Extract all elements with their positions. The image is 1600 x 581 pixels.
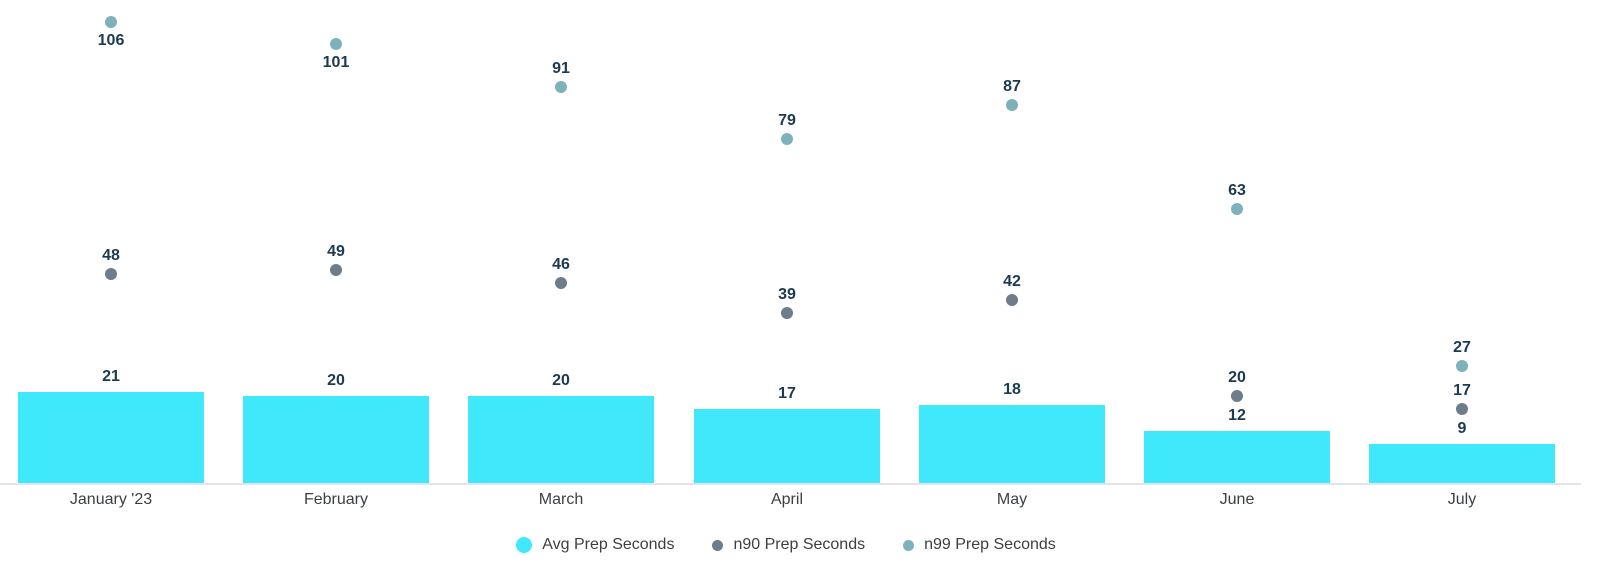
n99-prep-seconds-dot[interactable] xyxy=(330,38,342,50)
n99-prep-seconds-dot[interactable] xyxy=(1006,99,1018,111)
avg-bar-value-label: 12 xyxy=(1228,407,1246,424)
n99-value-label: 27 xyxy=(1453,339,1471,356)
n99-value-label: 91 xyxy=(552,60,570,77)
legend: Avg Prep Seconds n90 Prep Seconds n99 Pr… xyxy=(0,536,1600,554)
x-axis-label: June xyxy=(1219,491,1255,508)
n99-value-label: 63 xyxy=(1228,182,1246,199)
n99-value-label: 106 xyxy=(97,32,125,49)
x-axis-label: May xyxy=(996,491,1028,508)
n90-value-label: 17 xyxy=(1453,382,1471,399)
n99-prep-seconds-dot[interactable] xyxy=(781,133,793,145)
n90-prep-seconds-dot[interactable] xyxy=(1231,390,1243,402)
n90-value-label: 46 xyxy=(552,256,570,273)
n99-prep-seconds-dot[interactable] xyxy=(1456,360,1468,372)
avg-bar-value-label: 9 xyxy=(1457,420,1467,437)
n99-value-label: 101 xyxy=(322,54,350,71)
x-axis-label: March xyxy=(538,491,584,508)
n90-prep-seconds-dot[interactable] xyxy=(555,277,567,289)
avg-bar-value-label: 20 xyxy=(327,372,345,389)
avg-bar-value-label: 20 xyxy=(552,372,570,389)
avg-prep-seconds-bar[interactable] xyxy=(18,392,204,483)
avg-prep-seconds-bar[interactable] xyxy=(919,405,1105,483)
n99-value-label: 79 xyxy=(778,112,796,129)
legend-item-n90-prep-seconds[interactable]: n90 Prep Seconds xyxy=(712,536,865,554)
n90-prep-seconds-dot[interactable] xyxy=(330,264,342,276)
legend-item-n99-prep-seconds[interactable]: n99 Prep Seconds xyxy=(903,536,1056,554)
n90-value-label: 20 xyxy=(1228,369,1246,386)
n90-prep-seconds-dot[interactable] xyxy=(105,268,117,280)
n90-value-label: 48 xyxy=(102,247,120,264)
n99-prep-seconds-dot[interactable] xyxy=(1231,203,1243,215)
x-axis-label: April xyxy=(770,491,803,508)
legend-item-avg-prep-seconds[interactable]: Avg Prep Seconds xyxy=(516,536,674,554)
avg-prep-seconds-bar[interactable] xyxy=(1144,431,1330,483)
x-axis-line xyxy=(0,483,1581,485)
n99-prep-seconds-swatch-icon xyxy=(903,539,915,551)
plot-area: 21 48 106 20 49 101 20 46 91 17 39 79 18 42 87 12 20 63 9 1… xyxy=(18,16,1555,483)
n90-value-label: 49 xyxy=(327,243,345,260)
n90-prep-seconds-dot[interactable] xyxy=(1006,294,1018,306)
n90-prep-seconds-swatch-icon xyxy=(712,539,724,551)
n90-prep-seconds-dot[interactable] xyxy=(781,307,793,319)
x-axis-label: February xyxy=(303,491,369,508)
avg-prep-seconds-swatch-icon xyxy=(516,537,533,553)
avg-bar-value-label: 21 xyxy=(102,368,120,385)
legend-label: Avg Prep Seconds xyxy=(542,536,675,553)
legend-label: n90 Prep Seconds xyxy=(733,536,866,553)
avg-bar-value-label: 18 xyxy=(1003,381,1021,398)
legend-label: n99 Prep Seconds xyxy=(924,536,1056,553)
x-axis-labels: January '23 February March April May June July xyxy=(0,489,1600,511)
avg-prep-seconds-bar[interactable] xyxy=(694,409,880,483)
x-axis-label: January '23 xyxy=(69,491,153,508)
n99-prep-seconds-dot[interactable] xyxy=(555,81,567,93)
x-axis-label: July xyxy=(1447,491,1477,508)
n99-prep-seconds-dot[interactable] xyxy=(105,16,117,28)
n90-value-label: 42 xyxy=(1003,273,1021,290)
n90-prep-seconds-dot[interactable] xyxy=(1456,403,1468,415)
avg-prep-seconds-bar[interactable] xyxy=(1369,444,1555,483)
avg-prep-seconds-bar[interactable] xyxy=(468,396,654,483)
avg-prep-seconds-bar[interactable] xyxy=(243,396,429,483)
n90-value-label: 39 xyxy=(778,286,796,303)
avg-bar-value-label: 17 xyxy=(778,385,796,402)
n99-value-label: 87 xyxy=(1003,78,1021,95)
